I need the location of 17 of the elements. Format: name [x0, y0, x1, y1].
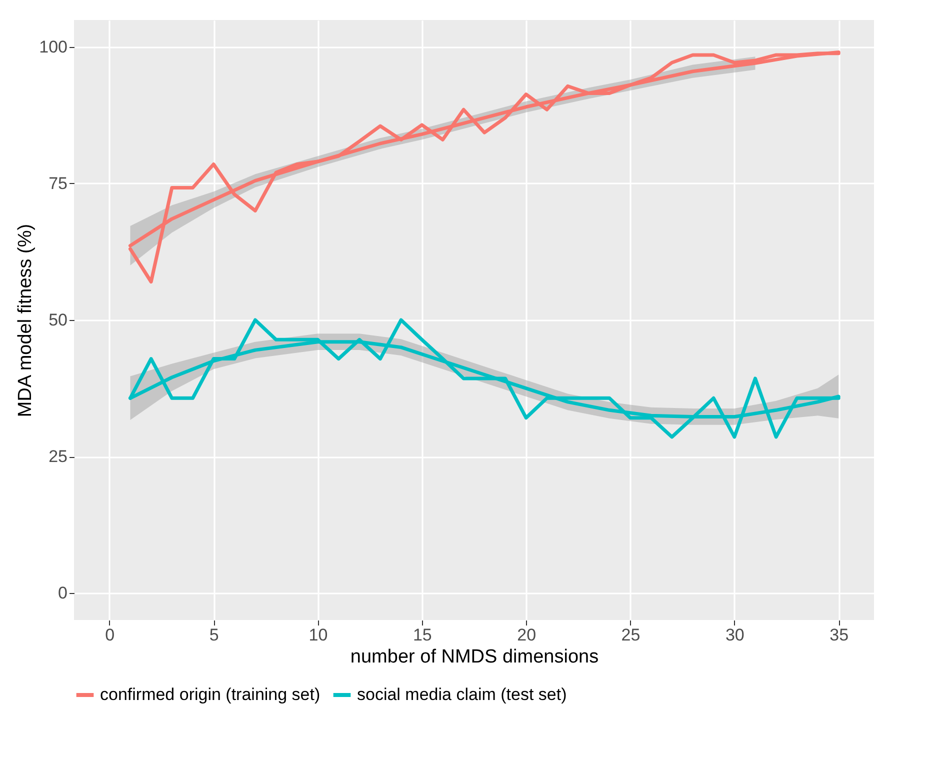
- y-tick-label: 25: [48, 447, 68, 466]
- x-tick-label: 30: [725, 626, 744, 644]
- legend-label: confirmed origin (training set): [100, 685, 320, 704]
- x-tick-label: 35: [830, 626, 849, 644]
- y-tick-label: 100: [39, 37, 68, 56]
- y-tick-label: 75: [48, 174, 68, 193]
- x-tick-label: 15: [412, 626, 432, 644]
- x-tick-label: 20: [517, 626, 536, 644]
- x-axis-title: number of NMDS dimensions: [350, 646, 599, 668]
- y-tick-label: 0: [58, 584, 68, 603]
- x-tick-label: 10: [308, 626, 328, 644]
- legend-label: social media claim (test set): [357, 685, 567, 704]
- x-tick-label: 5: [209, 626, 219, 644]
- y-axis-title: MDA model fitness (%): [15, 224, 36, 418]
- x-tick-label: 0: [105, 626, 115, 644]
- y-tick-label: 50: [48, 310, 68, 330]
- x-tick-label: 25: [621, 626, 640, 644]
